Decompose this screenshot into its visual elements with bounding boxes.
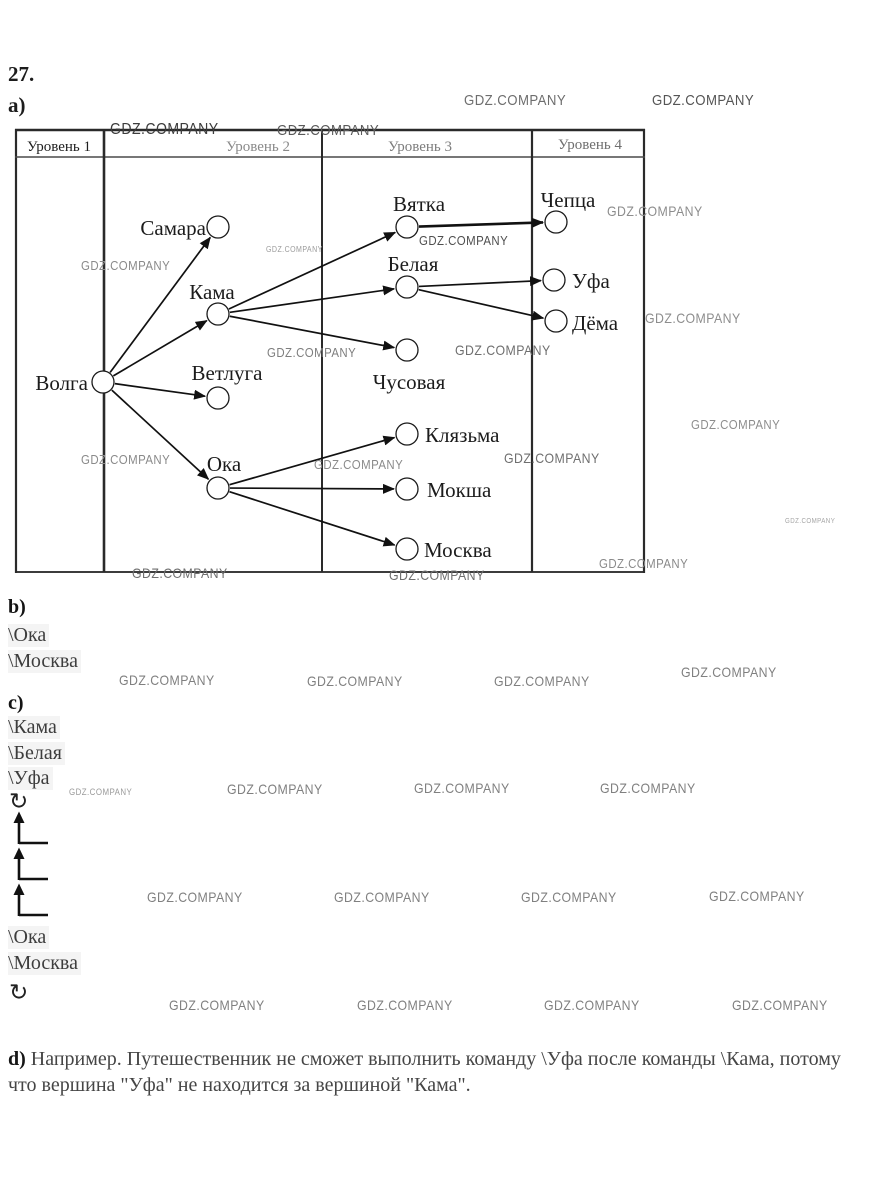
level-table-frame bbox=[14, 128, 646, 573]
edge-belaya-ufa bbox=[418, 276, 543, 288]
watermark: GDZ.COMPANY bbox=[307, 673, 403, 689]
watermark: GDZ.COMPANY bbox=[681, 664, 777, 680]
watermark: GDZ.COMPANY bbox=[69, 787, 133, 797]
node-oka bbox=[206, 476, 230, 500]
edge-kama-chusovaya bbox=[229, 315, 396, 351]
node-klyazma bbox=[395, 422, 419, 446]
loop-icon: ↻ bbox=[9, 980, 29, 1005]
watermark: GDZ.COMPANY bbox=[600, 780, 696, 796]
level-header-2: Уровень 2 bbox=[226, 139, 290, 155]
command-item: \Кама bbox=[8, 716, 60, 739]
level-diagram-svg: Уровень 1 Уровень 2 Уровень 3 Уровень 4 … bbox=[14, 128, 646, 573]
level-header-1: Уровень 1 bbox=[27, 139, 91, 155]
watermark: GDZ.COMPANY bbox=[414, 780, 510, 796]
section-d: d) Например. Путешественник не сможет вы… bbox=[8, 1046, 866, 1098]
node-label-moksha: Мокша bbox=[427, 478, 492, 502]
watermark: GDZ.COMPANY bbox=[709, 888, 805, 904]
section-a-label: a) bbox=[8, 93, 26, 117]
up-arrow-icon bbox=[13, 811, 48, 845]
watermark: GDZ.COMPANY bbox=[544, 997, 640, 1013]
edge-volga-samara bbox=[109, 236, 211, 373]
edge-kama-belaya bbox=[229, 285, 396, 314]
command-item: \Ока bbox=[8, 926, 50, 949]
level-header-3: Уровень 3 bbox=[388, 139, 452, 155]
node-moskva bbox=[395, 537, 419, 561]
node-belaya bbox=[395, 275, 419, 299]
node-chusovaya bbox=[395, 338, 419, 362]
watermark: GDZ.COMPANY bbox=[732, 997, 828, 1013]
watermark: GDZ.COMPANY bbox=[357, 997, 453, 1013]
edge-volga-oka bbox=[111, 389, 210, 480]
node-label-klyazma: Клязьма bbox=[425, 423, 500, 447]
edge-oka-moksha bbox=[229, 483, 396, 494]
section-d-label: d) bbox=[8, 1048, 26, 1070]
node-kama bbox=[206, 302, 230, 326]
node-label-volga: Волга bbox=[35, 371, 88, 395]
node-moksha bbox=[395, 477, 419, 501]
node-ufa bbox=[542, 268, 566, 292]
command-item: \Москва bbox=[8, 952, 81, 975]
node-samara bbox=[206, 215, 230, 239]
section-c-label: c) bbox=[8, 692, 24, 714]
watermark: GDZ.COMPANY bbox=[169, 997, 265, 1013]
watermark: GDZ.COMPANY bbox=[334, 889, 430, 905]
section-b-label: b) bbox=[8, 596, 26, 618]
loop-icon: ↻ bbox=[9, 789, 29, 814]
watermark: GDZ.COMPANY bbox=[147, 889, 243, 905]
problem-number: 27. bbox=[8, 62, 35, 86]
up-arrow-icon bbox=[13, 883, 48, 917]
node-label-oka: Ока bbox=[207, 452, 242, 476]
edge-oka-klyazma bbox=[229, 435, 396, 486]
watermark: GDZ.COMPANY bbox=[119, 672, 215, 688]
node-label-kama: Кама bbox=[189, 280, 235, 304]
node-chepcha bbox=[544, 210, 568, 234]
node-label-vyatka: Вятка bbox=[393, 192, 446, 216]
node-volga bbox=[91, 370, 115, 394]
node-vetluga bbox=[206, 386, 230, 410]
edge-belaya-dyoma bbox=[418, 288, 545, 321]
node-label-moskva: Москва bbox=[424, 538, 492, 562]
command-item: \Москва bbox=[8, 650, 81, 673]
watermark: GDZ.COMPANY bbox=[521, 889, 617, 905]
watermark: GDZ.COMPANY bbox=[494, 673, 590, 689]
level-diagram: Уровень 1 Уровень 2 Уровень 3 Уровень 4 … bbox=[14, 128, 646, 573]
node-label-chepcha: Чепца bbox=[541, 188, 596, 212]
node-vyatka bbox=[395, 215, 419, 239]
up-arrow-icon bbox=[13, 847, 48, 881]
node-label-samara: Самара bbox=[140, 216, 206, 240]
edge-volga-vetluga bbox=[114, 382, 207, 400]
level-header-4: Уровень 4 bbox=[558, 137, 623, 153]
section-d-text: Например. Путешественник не сможет выпол… bbox=[8, 1048, 841, 1096]
node-label-ufa: Уфа bbox=[572, 269, 610, 293]
edge-kama-vyatka bbox=[228, 231, 397, 310]
node-label-vetluga: Ветлуга bbox=[192, 361, 264, 385]
node-label-dyoma: Дёма bbox=[572, 311, 619, 335]
command-item: \Уфа bbox=[8, 767, 53, 790]
edge-vyatka-chepcha bbox=[418, 217, 545, 228]
edge-oka-moskva bbox=[229, 490, 396, 547]
command-item: \Ока bbox=[8, 624, 50, 647]
node-label-belaya: Белая bbox=[388, 252, 439, 276]
node-dyoma bbox=[544, 309, 568, 333]
node-label-chusovaya: Чусовая bbox=[373, 370, 446, 394]
command-item: \Белая bbox=[8, 742, 65, 765]
watermark: GDZ.COMPANY bbox=[227, 781, 323, 797]
edge-volga-kama bbox=[112, 319, 208, 377]
